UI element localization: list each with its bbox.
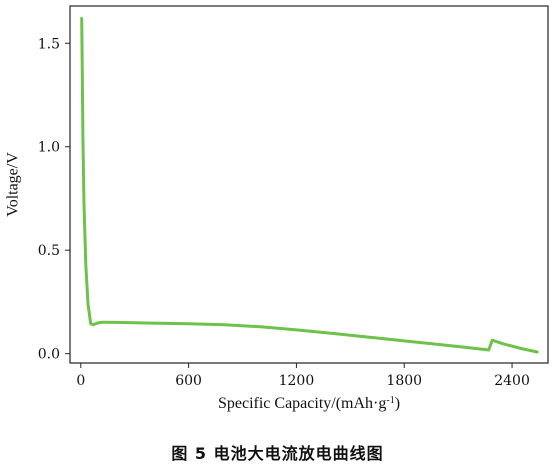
- x-axis-title-end: ): [395, 395, 400, 412]
- plot-frame: [69, 5, 549, 364]
- x-tick-label: 2400: [494, 373, 530, 389]
- x-tick-label: 0: [76, 373, 85, 389]
- figure-caption: 图 5 电池大电流放电曲线图: [171, 444, 384, 463]
- x-axis-title-main: Specific Capacity/(mAh·g: [218, 395, 386, 412]
- plot-border: [69, 5, 549, 364]
- y-tick-label: 1.0: [38, 140, 60, 156]
- series-line: [80, 16, 539, 354]
- x-tick-label: 1800: [386, 373, 422, 389]
- x-axis-title: Specific Capacity/(mAh·g-1): [218, 395, 400, 413]
- y-tick-label: 1.5: [38, 36, 60, 52]
- y-tick-label: 0.0: [38, 347, 60, 363]
- y-axis-title: Voltage/V: [5, 152, 22, 217]
- y-tick-label: 0.5: [38, 243, 60, 259]
- x-tick-label: 600: [175, 373, 202, 389]
- discharge-chart: 0 600 1200 1800 2400 0.0 0.5 1.0 1.5 Voltage/V S…: [5, 5, 549, 413]
- series-layer: [80, 16, 539, 354]
- ticks-layer: 0 600 1200 1800 2400 0.0 0.5 1.0 1.5: [38, 36, 530, 389]
- x-axis-title-sup: -1: [386, 395, 394, 406]
- x-tick-label: 1200: [279, 373, 315, 389]
